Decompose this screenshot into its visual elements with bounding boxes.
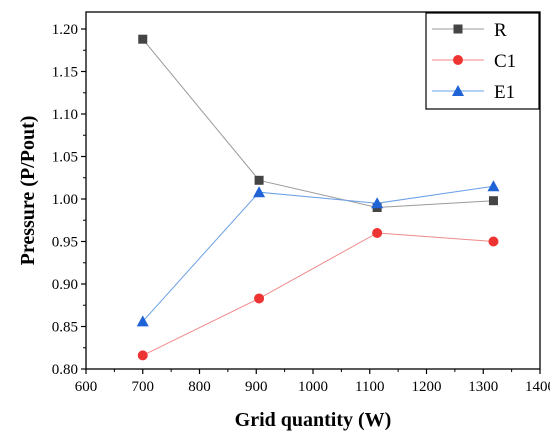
x-tick-label: 900	[245, 379, 268, 395]
legend-item-c1: C1	[432, 51, 516, 72]
series-line	[142, 185, 494, 322]
y-tick-label: 1.20	[52, 22, 78, 38]
data-point	[137, 350, 148, 361]
x-tick-label: 1300	[468, 379, 498, 395]
y-tick-label: 1.15	[52, 65, 78, 81]
data-point	[136, 315, 149, 327]
data-point	[371, 197, 384, 209]
y-tick-label: 1.00	[52, 192, 78, 208]
y-axis-ticks: 0.80 0.85 0.90 0.95 1.00 1.05 1.10 1.15 1.20	[52, 22, 86, 378]
series-c1	[137, 228, 499, 361]
legend-item-e1: E1	[432, 82, 515, 103]
legend-marker	[453, 55, 463, 65]
x-tick-label: 1200	[412, 379, 442, 395]
x-tick-label: 1000	[298, 379, 328, 395]
y-tick-label: 0.90	[52, 277, 78, 293]
legend-marker	[453, 24, 463, 34]
legend-label: E1	[494, 82, 515, 103]
y-tick-label: 1.05	[52, 150, 78, 166]
data-point	[254, 175, 264, 185]
data-point	[254, 293, 265, 304]
legend: R C1 E1	[425, 12, 540, 110]
data-point	[488, 236, 499, 247]
series-line	[142, 232, 494, 356]
data-point	[487, 180, 500, 192]
legend-marker	[452, 85, 464, 96]
x-tick-label: 800	[188, 379, 211, 395]
legend-label: C1	[494, 51, 516, 72]
data-point	[138, 34, 148, 44]
x-tick-label: 1100	[355, 379, 384, 395]
y-tick-label: 0.85	[52, 320, 78, 336]
x-tick-label: 700	[132, 379, 155, 395]
y-tick-label: 0.95	[52, 235, 78, 251]
data-point	[488, 196, 498, 206]
series-e1	[136, 180, 500, 327]
data-point	[372, 228, 383, 238]
x-tick-label: 600	[75, 379, 98, 395]
legend-box	[425, 12, 540, 110]
data-point	[253, 186, 266, 198]
legend-item-r: R	[432, 20, 507, 41]
y-tick-label: 1.10	[52, 107, 78, 123]
series-line	[142, 38, 494, 209]
y-tick-label: 0.80	[52, 362, 78, 378]
series-layer	[136, 34, 500, 361]
legend-label: R	[494, 20, 507, 41]
x-axis-title: Grid quantity (W)	[235, 409, 392, 431]
y-axis-title: Pressure (P/Pout)	[17, 116, 39, 266]
